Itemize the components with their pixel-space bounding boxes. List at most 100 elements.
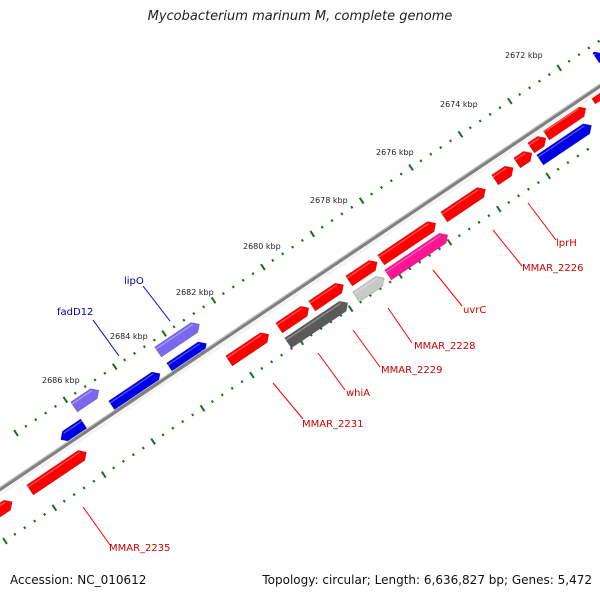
scale-label-2674: 2674 kbp (440, 100, 478, 109)
tick-mark (496, 205, 502, 213)
tick-mark (249, 371, 255, 379)
tick-mark (100, 471, 107, 479)
scale-label-2672: 2672 kbp (505, 51, 543, 60)
scale-label-2678: 2678 kbp (310, 196, 348, 205)
gene-mmar-2227-bevel (441, 188, 479, 215)
tick-mark (408, 267, 412, 271)
gene-mmar-2227 (440, 187, 486, 223)
gene-mmar-2228-gray (284, 300, 349, 349)
tick-mark (526, 187, 530, 191)
tick-mark (181, 419, 185, 424)
backbone-shadow (0, 85, 600, 497)
gene-whia-region (275, 305, 310, 334)
tick-mark (457, 234, 461, 238)
tick-mark (54, 404, 58, 409)
tick-mark (330, 219, 334, 223)
gene-uvrc (384, 232, 449, 281)
tick-mark (507, 200, 511, 205)
gene-mmar-2231 (225, 332, 270, 367)
tick-mark (300, 238, 304, 243)
tick-mark (260, 366, 264, 370)
gene-mmar-2228-gray-bevel (285, 302, 342, 341)
gene-mmar-2234-bevel (27, 451, 80, 488)
tick-mark (467, 227, 471, 231)
tick-mark (309, 230, 316, 238)
tick-mark (536, 180, 540, 185)
tick-mark (220, 393, 224, 397)
tick-mark (389, 179, 393, 183)
tick-mark (260, 263, 266, 271)
tick-mark (547, 72, 551, 77)
tick-mark (34, 418, 38, 422)
tick-mark (133, 351, 137, 355)
scale-label-2676: 2676 kbp (376, 148, 414, 157)
tick-mark (449, 139, 453, 143)
scale-label-2684: 2684 kbp (110, 332, 148, 341)
tick-mark (418, 260, 422, 264)
gene-mmar-2234 (26, 450, 87, 496)
gene-fadd12-bevel (71, 390, 93, 405)
tick-mark (388, 280, 392, 284)
gene-mmar-2225 (513, 151, 533, 169)
tick-mark (399, 172, 403, 176)
leader-line (352, 329, 381, 368)
tick-mark (457, 130, 464, 138)
gene-label-mmar-2226: MMAR_2226 (522, 263, 584, 274)
tick-mark (141, 446, 145, 450)
tick-mark (44, 411, 48, 415)
tick-mark (577, 53, 581, 57)
tick-mark (33, 519, 37, 523)
tick-mark (556, 167, 560, 171)
tick-mark (478, 119, 482, 123)
tick-mark (192, 311, 196, 316)
tick-mark (231, 285, 235, 289)
gene-label-mmar-2231: MMAR_2231 (302, 419, 364, 430)
gene-lipo (154, 322, 200, 358)
leader-line (432, 269, 463, 307)
backbone-highlight (0, 83, 600, 488)
tick-mark (498, 106, 502, 110)
gene-mmar-2223-bevel (543, 108, 580, 133)
tick-mark (566, 161, 570, 165)
gene-label-mmar-2229: MMAR_2229 (381, 365, 443, 376)
tick-mark (439, 146, 443, 150)
tick-mark (111, 363, 118, 371)
tick-mark (428, 254, 432, 258)
gene-mmar-2225-bevel (514, 152, 526, 161)
tick-mark (150, 437, 156, 445)
gene-mmar-2226 (491, 165, 514, 186)
gene-mmar-2230-bevel (309, 284, 337, 304)
gene-mmar-2230 (308, 282, 344, 312)
tick-mark (202, 305, 206, 309)
gene-mmar-2221-bevel (593, 53, 596, 56)
gene-mmar-2228-fwd-bevel (378, 223, 430, 258)
gene-lipo-rev (108, 371, 161, 412)
tick-mark (62, 396, 69, 404)
genome-summary-text: Topology: circular; Length: 6,636,827 bp… (262, 573, 592, 587)
leader-line (272, 382, 304, 420)
map-title: Mycobacterium marinum M, complete genome (147, 9, 453, 24)
tick-mark (408, 164, 414, 171)
tick-mark (93, 378, 97, 382)
tick-mark (518, 92, 522, 97)
gene-fadd12 (70, 388, 100, 413)
leader-line (492, 229, 523, 267)
tick-mark (123, 358, 127, 362)
gene-fadd12-rev (60, 418, 88, 442)
tick-mark (251, 272, 255, 276)
tick-mark (241, 278, 245, 282)
gene-label-fadd12: fadD12 (57, 307, 93, 318)
tick-mark (576, 154, 580, 158)
tick-mark (468, 126, 472, 130)
tick-mark (587, 46, 591, 50)
gene-mmar-2224-bevel (537, 125, 585, 158)
tick-mark (528, 86, 532, 90)
tick-mark (210, 400, 214, 404)
accession-text: Accession: NC_010612 (10, 573, 147, 587)
tick-mark (586, 147, 590, 151)
gene-lipo-bevel (155, 323, 193, 350)
label-leader-lines (82, 202, 557, 546)
tick-mark (171, 426, 175, 430)
gene-mmar-2221 (592, 51, 600, 64)
leader-line (82, 506, 111, 546)
